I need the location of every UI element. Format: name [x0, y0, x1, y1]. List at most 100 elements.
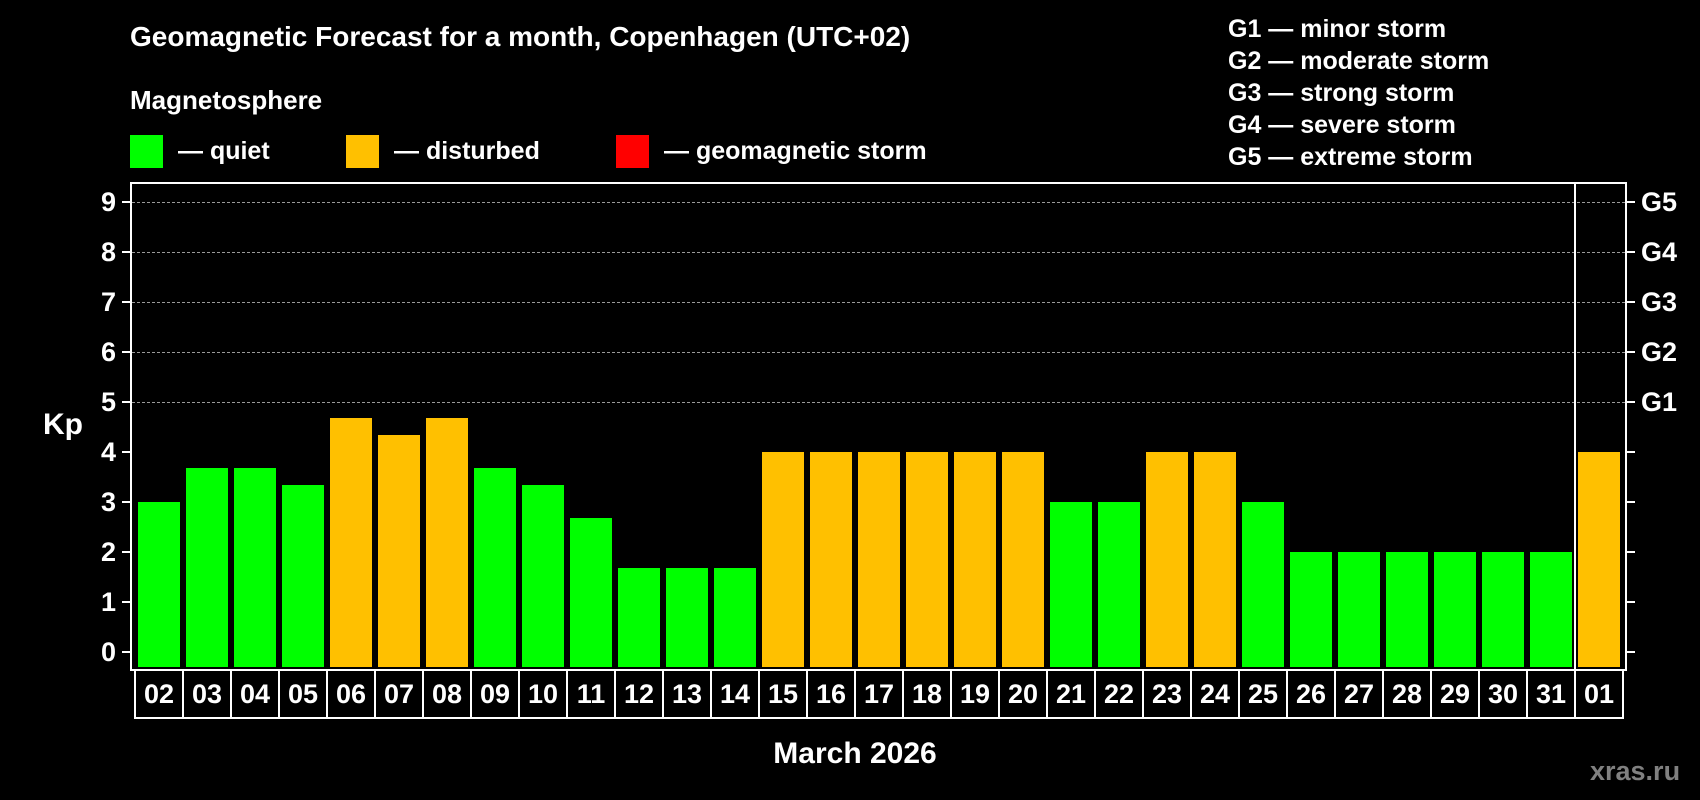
y-tick-label: 3: [100, 486, 116, 517]
bar-14: [714, 568, 756, 667]
bar-10: [522, 485, 564, 667]
bar-29: [1434, 551, 1476, 667]
right-tick: [1627, 200, 1635, 203]
disturbed-swatch-icon: [346, 135, 379, 168]
storm-scale-g1: G1 — minor storm: [1228, 15, 1447, 43]
date-label-28: 28: [1382, 669, 1430, 719]
right-tick: [1627, 550, 1635, 553]
right-tick: [1627, 650, 1635, 653]
y-tick-label: 0: [100, 636, 116, 667]
bar-18: [906, 451, 948, 667]
watermark: xras.ru: [1590, 756, 1681, 786]
right-tick: [1627, 500, 1635, 503]
y-tick: [122, 250, 130, 253]
date-label-24: 24: [1190, 669, 1238, 719]
date-label-18: 18: [902, 669, 950, 719]
date-label-16: 16: [806, 669, 854, 719]
month-divider: [1574, 184, 1576, 669]
right-tick: [1627, 450, 1635, 453]
date-label-06: 06: [326, 669, 374, 719]
bar-05: [282, 485, 324, 667]
gridline: [132, 401, 1625, 403]
gridline: [132, 301, 1625, 303]
legend-quiet-label: — quiet: [178, 137, 270, 165]
right-tick: [1627, 250, 1635, 253]
bar-16: [810, 451, 852, 667]
y-tick-label: 9: [100, 186, 116, 217]
right-tick: [1627, 400, 1635, 403]
legend-storm: — geomagnetic storm: [616, 135, 927, 168]
bar-09: [474, 468, 516, 667]
bar-21: [1050, 501, 1092, 667]
bar-22: [1098, 501, 1140, 667]
date-label-29: 29: [1430, 669, 1478, 719]
y-tick: [122, 600, 130, 603]
date-label-21: 21: [1046, 669, 1094, 719]
bar-01: [1578, 451, 1620, 667]
bar-17: [858, 451, 900, 667]
date-label-25: 25: [1238, 669, 1286, 719]
bar-31: [1530, 551, 1572, 667]
y-tick: [122, 300, 130, 303]
date-label-22: 22: [1094, 669, 1142, 719]
bar-25: [1242, 501, 1284, 667]
gridline: [132, 201, 1625, 203]
bar-04: [234, 468, 276, 667]
bar-06: [330, 418, 372, 667]
legend-storm-label: — geomagnetic storm: [664, 137, 927, 165]
date-label-30: 30: [1478, 669, 1526, 719]
storm-scale-g5: G5 — extreme storm: [1228, 143, 1473, 171]
y-tick: [122, 200, 130, 203]
date-label-26: 26: [1286, 669, 1334, 719]
y-tick: [122, 450, 130, 453]
x-axis-label: March 2026: [773, 737, 937, 770]
date-label-05: 05: [278, 669, 326, 719]
y-tick: [122, 650, 130, 653]
legend-disturbed-label: — disturbed: [394, 137, 540, 165]
y-tick: [122, 400, 130, 403]
bar-15: [762, 451, 804, 667]
storm-level-label: G2: [1641, 336, 1678, 367]
bar-28: [1386, 551, 1428, 667]
storm-scale-g4: G4 — severe storm: [1228, 111, 1456, 139]
date-label-12: 12: [614, 669, 662, 719]
date-label-03: 03: [182, 669, 230, 719]
date-label-19: 19: [950, 669, 998, 719]
date-label-08: 08: [422, 669, 470, 719]
bar-26: [1290, 551, 1332, 667]
bar-11: [570, 518, 612, 667]
right-tick: [1627, 300, 1635, 303]
y-tick: [122, 550, 130, 553]
y-tick-label: 2: [100, 536, 116, 567]
bar-13: [666, 568, 708, 667]
date-label-13: 13: [662, 669, 710, 719]
date-label-10: 10: [518, 669, 566, 719]
right-tick: [1627, 600, 1635, 603]
bar-24: [1194, 451, 1236, 667]
date-label-07: 07: [374, 669, 422, 719]
bar-30: [1482, 551, 1524, 667]
y-tick-label: 7: [100, 286, 116, 317]
bar-19: [954, 451, 996, 667]
bar-23: [1146, 451, 1188, 667]
date-label-04: 04: [230, 669, 278, 719]
bar-12: [618, 568, 660, 667]
legend-quiet: — quiet: [130, 135, 270, 168]
storm-scale-g3: G3 — strong storm: [1228, 79, 1455, 107]
date-label-23: 23: [1142, 669, 1190, 719]
gridline: [132, 251, 1625, 253]
bar-20: [1002, 451, 1044, 667]
storm-scale-legend: G1 — minor storm G2 — moderate storm G3 …: [1228, 13, 1489, 173]
legend-heading: Magnetosphere: [130, 85, 323, 115]
date-label-17: 17: [854, 669, 902, 719]
date-label-02: 02: [134, 669, 182, 719]
date-label-31: 31: [1526, 669, 1574, 719]
y-tick-label: 5: [100, 386, 116, 417]
date-label-01: 01: [1574, 669, 1624, 719]
legend-disturbed: — disturbed: [346, 135, 540, 168]
date-label-14: 14: [710, 669, 758, 719]
y-axis-label: Kp: [43, 408, 83, 441]
bar-07: [378, 435, 420, 667]
y-tick: [122, 500, 130, 503]
y-tick-label: 1: [100, 586, 116, 617]
